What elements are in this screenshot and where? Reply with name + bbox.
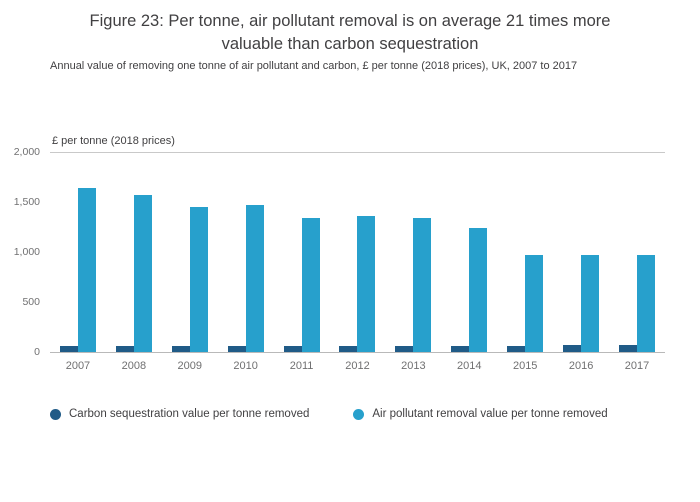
bar-group — [162, 152, 218, 352]
x-axis-label: 2014 — [457, 360, 482, 372]
bar-carbon-sequestration — [59, 345, 78, 352]
x-axis-label: 2009 — [177, 360, 202, 372]
bar-group — [218, 152, 274, 352]
y-axis: 0 500 1,000 1,500 2,000 — [0, 146, 40, 358]
x-axis-labels: 2007 2008 2009 2010 2011 2012 2013 2014 2015 2016… — [50, 360, 665, 372]
bar-group — [609, 152, 665, 352]
bar-air-pollutant — [301, 217, 320, 352]
legend-label: Air pollutant removal value per tonne re… — [372, 408, 608, 420]
figure-subtitle: Annual value of removing one tonne of ai… — [50, 60, 578, 72]
bar-group — [274, 152, 330, 352]
x-axis-label: 2017 — [624, 360, 650, 372]
bar-carbon-sequestration — [171, 345, 190, 352]
bar-group — [441, 152, 497, 352]
bar-group — [50, 152, 106, 352]
legend-label: Carbon sequestration value per tonne rem… — [69, 408, 310, 420]
legend: Carbon sequestration value per tonne rem… — [50, 408, 608, 420]
x-axis-label: 2010 — [233, 360, 258, 372]
legend-item-air-pollutant: Air pollutant removal value per tonne re… — [353, 408, 608, 420]
bar-group — [385, 152, 441, 352]
gridline-2000 — [50, 152, 665, 153]
bar-carbon-sequestration — [115, 345, 134, 352]
bar-group — [106, 152, 162, 352]
bar-group — [553, 152, 609, 352]
bar-air-pollutant — [133, 194, 152, 352]
bar-carbon-sequestration — [283, 345, 302, 352]
bar-air-pollutant — [357, 216, 376, 352]
bar-air-pollutant — [77, 188, 96, 352]
bar-air-pollutant — [189, 206, 208, 352]
x-axis-label: 2008 — [121, 360, 147, 372]
legend-item-carbon-sequestration: Carbon sequestration value per tonne rem… — [50, 408, 309, 420]
x-axis-label: 2012 — [345, 360, 370, 372]
x-axis-label: 2016 — [568, 360, 594, 372]
bar-air-pollutant — [525, 254, 544, 352]
bar-air-pollutant — [245, 204, 264, 352]
bar-air-pollutant — [469, 227, 488, 352]
x-axis-label: 2013 — [401, 360, 426, 372]
bar-carbon-sequestration — [451, 345, 470, 352]
x-axis-label: 2015 — [512, 360, 538, 372]
bar-carbon-sequestration — [395, 345, 414, 352]
air-pollutant-series-marker-icon — [353, 408, 365, 420]
y-axis-tick-label: 0 — [34, 346, 40, 358]
bar-air-pollutant — [581, 254, 600, 352]
bar-carbon-sequestration — [563, 345, 582, 352]
y-axis-tick-label: 2,000 — [13, 146, 40, 158]
x-axis-label: 2007 — [65, 360, 91, 372]
x-axis-line — [50, 352, 665, 353]
bar-group — [497, 152, 553, 352]
y-axis-tick-label: 500 — [22, 296, 40, 308]
bar-group — [330, 152, 386, 352]
x-axis-label: 2011 — [289, 360, 314, 372]
bar-carbon-sequestration — [507, 345, 526, 352]
bar-carbon-sequestration — [339, 345, 358, 352]
bar-carbon-sequestration — [619, 345, 638, 352]
plot-area — [50, 152, 665, 352]
carbon-series-marker-icon — [50, 408, 61, 420]
y-axis-tick-label: 1,500 — [13, 196, 40, 208]
bar-carbon-sequestration — [227, 345, 246, 352]
bar-air-pollutant — [637, 254, 656, 352]
y-axis-tick-label: 1,000 — [13, 246, 40, 258]
y-axis-unit-label: £ per tonne (2018 prices) — [52, 135, 175, 147]
figure-title: Figure 23: Per tonne, air pollutant remo… — [89, 12, 611, 53]
bar-air-pollutant — [413, 217, 432, 352]
